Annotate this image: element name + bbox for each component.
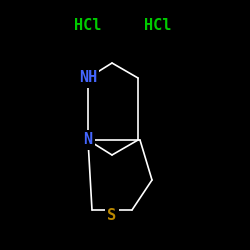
Text: NH: NH: [79, 70, 97, 86]
Text: S: S: [108, 208, 116, 222]
Text: HCl: HCl: [144, 18, 172, 32]
Text: N: N: [84, 132, 92, 148]
Text: HCl: HCl: [74, 18, 102, 32]
